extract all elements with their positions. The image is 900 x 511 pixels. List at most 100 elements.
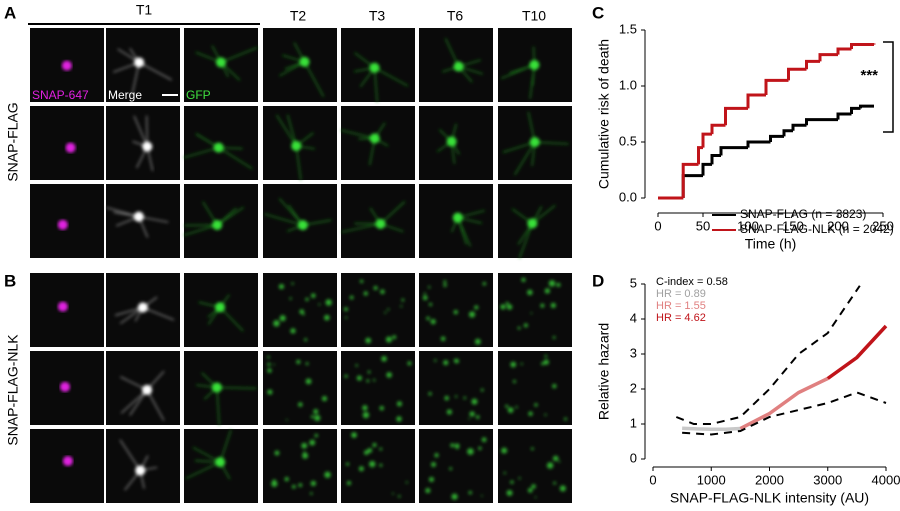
y-tick-label: 1.5: [619, 21, 637, 36]
debris: [527, 488, 533, 493]
cell: [344, 355, 412, 422]
x-tick-label: 200: [827, 218, 849, 233]
debris: [379, 405, 384, 411]
debris: [454, 443, 460, 449]
hazard-curve: [739, 376, 829, 431]
neurite: [138, 61, 173, 81]
neurite: [146, 115, 148, 147]
soma: [213, 142, 224, 153]
column-header: T1: [136, 2, 153, 18]
debris: [302, 452, 309, 459]
debris: [451, 493, 458, 500]
debris: [528, 411, 533, 416]
debris: [517, 326, 521, 330]
neurite: [119, 439, 141, 471]
debris: [544, 413, 547, 416]
debris: [405, 481, 408, 484]
debris: [358, 466, 364, 472]
cell: [119, 439, 158, 491]
debris: [290, 328, 296, 334]
soma: [142, 141, 153, 152]
debris: [345, 316, 348, 319]
cell: [185, 429, 232, 480]
neurite: [340, 129, 375, 139]
neurite: [373, 67, 378, 103]
debris: [365, 337, 372, 344]
debris: [309, 439, 316, 446]
debris: [305, 297, 309, 301]
neurite: [514, 141, 536, 176]
cell: [183, 133, 253, 170]
y-axis-label: Relative hazard: [596, 323, 612, 420]
cell: [62, 456, 73, 467]
x-axis-label: SNAP-FLAG-NLK intensity (AU): [670, 490, 869, 506]
debris: [506, 304, 513, 310]
debris: [505, 404, 509, 408]
cell: [65, 142, 76, 153]
debris: [369, 460, 376, 468]
cell: [276, 114, 315, 181]
debris: [543, 359, 549, 365]
column-header: T10: [522, 8, 546, 24]
debris: [440, 336, 446, 342]
debris: [481, 494, 483, 497]
x-tick-label: 2000: [755, 472, 784, 487]
debris: [453, 309, 458, 315]
y-tick-label: 0: [630, 450, 637, 465]
cell: [502, 111, 569, 176]
step: [724, 106, 748, 126]
micrograph: [30, 106, 104, 180]
step: [805, 59, 820, 70]
soma: [137, 302, 148, 313]
debris: [267, 368, 272, 373]
debris: [381, 355, 387, 362]
cell: [105, 206, 169, 238]
cell: [505, 354, 567, 421]
cell: [500, 277, 561, 339]
micrograph: [341, 429, 415, 503]
neurite: [216, 206, 245, 226]
micrograph: [341, 273, 415, 347]
row-label: SNAP-FLAG-NLK: [5, 334, 21, 446]
soma: [212, 219, 223, 230]
debris: [510, 361, 517, 368]
micrograph: [341, 106, 415, 180]
cell: [279, 42, 325, 97]
soma: [299, 56, 310, 67]
neurite: [380, 201, 406, 225]
soma: [453, 61, 464, 72]
neurite: [220, 47, 258, 63]
debris: [527, 289, 533, 296]
debris: [296, 359, 301, 364]
debris: [407, 361, 412, 366]
debris: [444, 395, 449, 401]
debris: [553, 481, 557, 485]
neurite: [295, 145, 302, 181]
cell: [120, 370, 165, 421]
x-tick-label: 4000: [872, 472, 900, 487]
cell: [113, 47, 173, 97]
debris: [429, 476, 434, 482]
debris: [556, 282, 561, 287]
debris: [367, 448, 373, 453]
x-tick-label: 0: [654, 218, 661, 233]
debris: [478, 446, 482, 450]
step: [701, 162, 712, 176]
soma: [65, 142, 76, 153]
debris: [304, 338, 308, 342]
x-tick-label: 150: [782, 218, 804, 233]
cell: [346, 432, 408, 498]
soma: [375, 218, 386, 229]
micrograph: [419, 429, 493, 503]
debris: [558, 460, 561, 463]
debris: [305, 362, 309, 366]
debris: [449, 467, 453, 471]
soma: [60, 381, 71, 392]
debris: [534, 496, 537, 499]
debris: [363, 291, 368, 296]
soma: [369, 62, 380, 73]
neurite: [131, 62, 140, 97]
debris: [286, 419, 288, 421]
debris: [505, 301, 509, 305]
debris: [400, 305, 403, 308]
